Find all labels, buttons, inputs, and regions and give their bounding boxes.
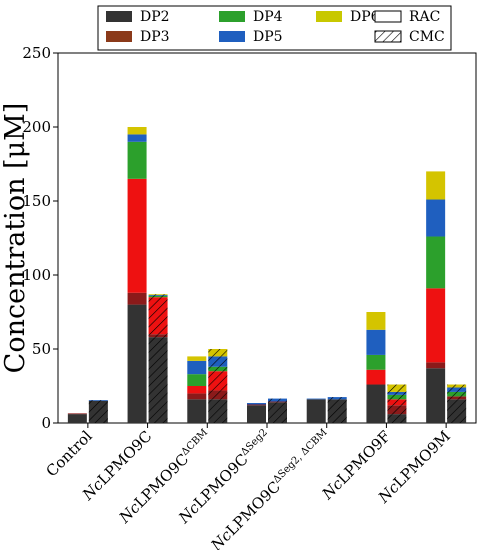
bar-segment-dp3b-rac (366, 369, 386, 385)
bar-segment-dp3-rac (67, 413, 87, 415)
bar-segment-dp4-rac (366, 354, 386, 370)
legend-label-dp6: DP6 (350, 9, 380, 25)
bar-segment-dp5-rac (247, 403, 266, 405)
bar-hatch-overlay (447, 387, 467, 392)
bar-hatch-overlay (387, 394, 407, 400)
y-axis-label: Concentration [μM] (0, 103, 31, 374)
bar-segment-dp5-rac (306, 398, 326, 400)
legend-swatch-dp4 (219, 11, 245, 22)
legend-label-dp4: DP4 (253, 9, 283, 25)
bar-segment-dp4-rac (127, 141, 147, 179)
bar-hatch-overlay (148, 294, 168, 296)
bar-hatch-overlay (148, 294, 168, 295)
plot-frame (57, 52, 477, 424)
bar-segment-dp3-rac (187, 393, 207, 400)
bar-segment-dp2-rac (426, 368, 446, 423)
bar-hatch-overlay (208, 349, 228, 357)
x-tick-label: Control (43, 427, 96, 480)
bar-hatch-overlay (327, 399, 347, 423)
bar-hatch-overlay (387, 384, 407, 392)
bar-segment-dp5-rac (127, 134, 147, 142)
bar-segment-dp3-rac (247, 404, 266, 406)
bar-segment-dp3-rac (426, 362, 446, 369)
y-tick-label: 50 (32, 340, 51, 358)
y-tick-label: 200 (22, 118, 51, 136)
legend-swatch-dp6 (316, 11, 342, 22)
bar-segment-dp5-rac (426, 199, 446, 237)
bar-segment-dp5-rac (366, 329, 386, 355)
bar-hatch-overlay (208, 399, 228, 423)
legend-label-dp5: DP5 (253, 29, 283, 45)
bar-segment-dp2-rac (127, 304, 147, 423)
y-tick-label: 0 (41, 414, 51, 432)
y-tick-label: 150 (22, 192, 51, 210)
bar-hatch-overlay (387, 391, 407, 395)
bar-segment-dp4-rac (187, 374, 207, 386)
bar-hatch-overlay (208, 366, 228, 372)
legend-swatch-dp3 (106, 31, 132, 42)
bar-segment-dp2-rac (366, 384, 386, 423)
bar-hatch-overlay (148, 297, 168, 335)
bar-hatch-overlay (387, 405, 407, 415)
legend-label-cmc: CMC (409, 29, 445, 45)
bar-hatch-overlay (208, 356, 228, 367)
bar-hatch-overlay (447, 384, 467, 388)
bar-segment-dp6-rac (187, 356, 207, 361)
bar-segment-dp2-rac (306, 399, 326, 423)
bar-hatch-overlay (387, 399, 407, 406)
legend-label-dp3: DP3 (140, 29, 170, 45)
bar-segment-dp5-rac (187, 360, 207, 375)
bar-hatch-overlay (148, 295, 168, 298)
legend-hatch-overlay (375, 31, 401, 42)
bar-hatch-overlay (447, 396, 467, 400)
bar-hatch-overlay (148, 334, 168, 338)
bar-hatch-overlay (88, 400, 108, 423)
bar-segment-dp6-rac (127, 127, 147, 135)
legend-swatch-dp2 (106, 11, 132, 22)
bar-hatch-overlay (268, 401, 287, 403)
bar-hatch-overlay (88, 400, 108, 401)
bar-segment-dp3b-rac (187, 386, 207, 394)
bar-hatch-overlay (327, 397, 347, 400)
legend-label-dp2: DP2 (140, 9, 170, 25)
bar-segment-dp2-rac (67, 414, 87, 423)
y-tick-label: 250 (22, 44, 51, 62)
bar-hatch-overlay (268, 398, 287, 402)
bar-hatch-overlay (447, 399, 467, 423)
legend-swatch-rac (374, 10, 402, 23)
bar-segment-dp6-rac (366, 312, 386, 330)
bar-hatch-overlay (208, 371, 228, 391)
y-tick-label: 100 (22, 266, 51, 284)
bar-segment-dp2-rac (247, 405, 266, 423)
bar-hatch-overlay (148, 337, 168, 423)
bar-segment-dp3-rac (127, 292, 147, 305)
bar-segment-dp3b-rac (426, 288, 446, 363)
legend-label-rac: RAC (409, 9, 440, 25)
bar-segment-dp3b-rac (127, 178, 147, 293)
bar-hatch-overlay (447, 391, 467, 397)
bar-segment-dp2-rac (187, 399, 207, 423)
legend-swatch-dp5 (219, 31, 245, 42)
bar-hatch-overlay (268, 402, 287, 423)
legend: DP2 DP4 DP6 RAC DP3 DP5 CMC (97, 5, 452, 51)
bar-segment-dp6-rac (426, 171, 446, 200)
bar-hatch-overlay (208, 390, 228, 400)
bar-hatch-overlay (387, 414, 407, 423)
bar-segment-dp4-rac (426, 236, 446, 289)
